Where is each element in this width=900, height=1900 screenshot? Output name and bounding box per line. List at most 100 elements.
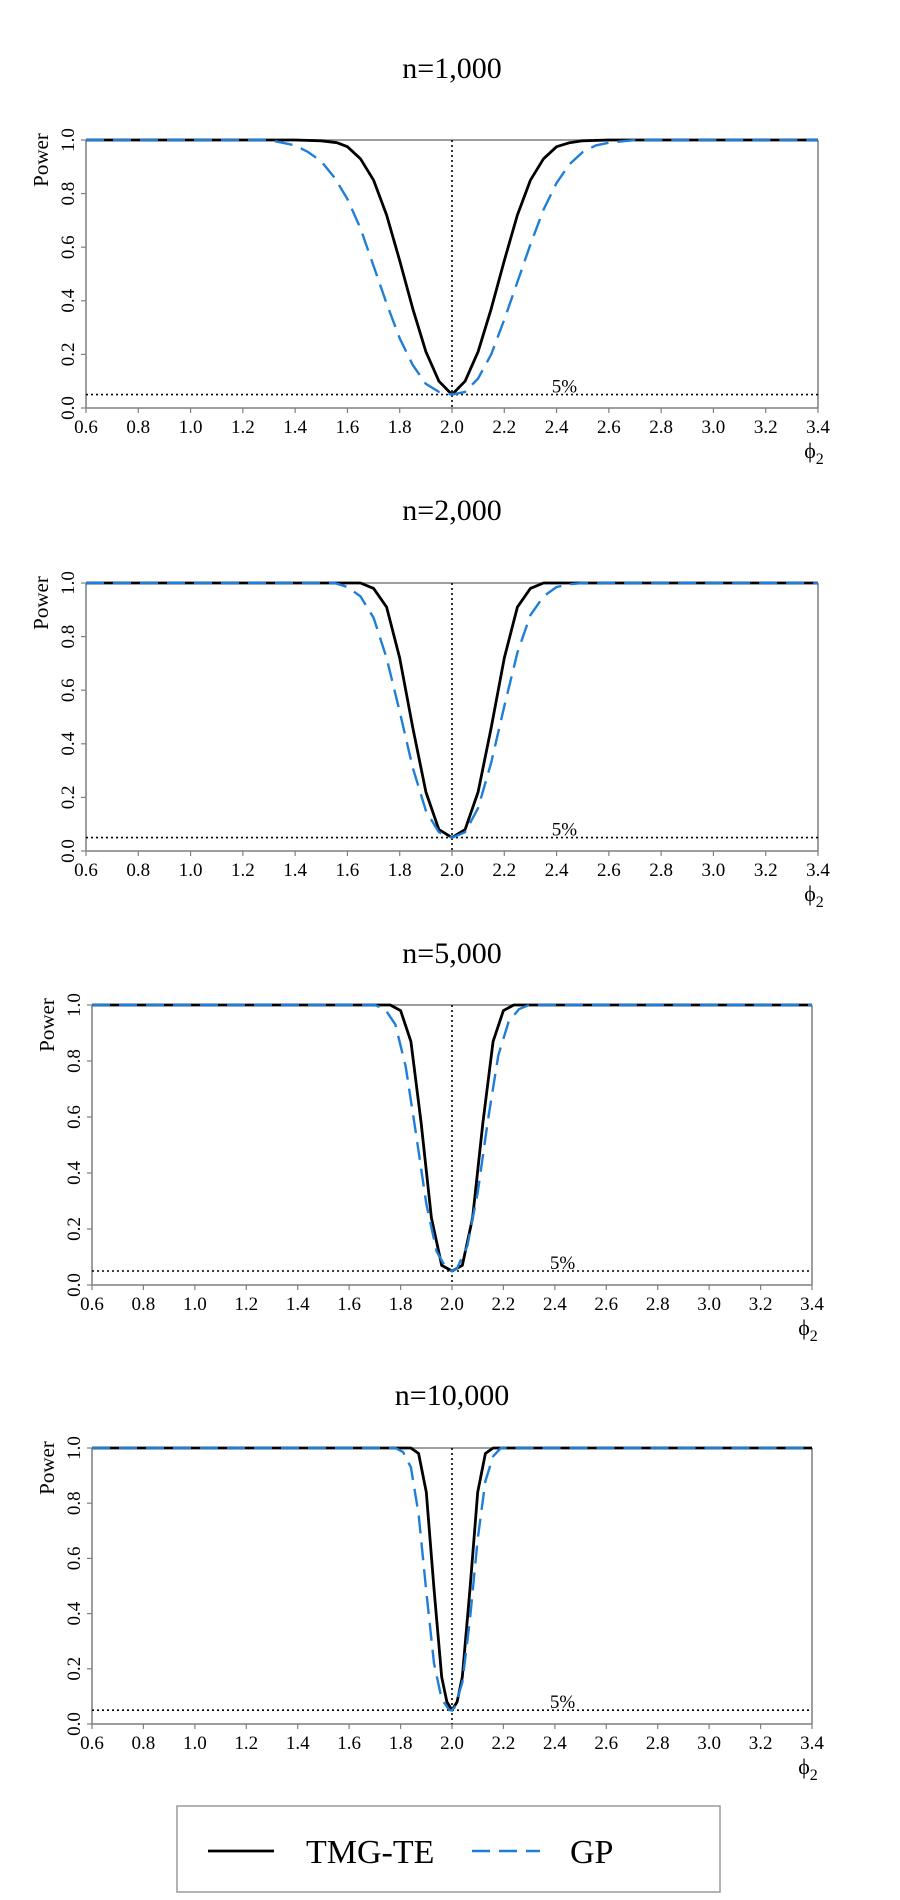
x-tick-label: 1.4 bbox=[286, 1294, 310, 1315]
x-tick-label: 1.6 bbox=[336, 860, 360, 881]
x-tick-label: 0.8 bbox=[126, 417, 150, 438]
x-tick-label: 0.8 bbox=[132, 1294, 156, 1315]
panel-title: n=10,000 bbox=[395, 1379, 509, 1412]
x-axis-title: ϕ2 bbox=[798, 1754, 818, 1784]
x-tick-label: 2.6 bbox=[594, 1294, 618, 1315]
x-tick-label: 3.4 bbox=[806, 417, 830, 438]
panel-1: n=1,000 0.6 0.8 1.0 1.2 1.4 1.6 1.8 2.0 2.2 2.4 2.6… bbox=[29, 52, 830, 468]
x-tick-label: 2.6 bbox=[597, 417, 621, 438]
x-tick-label: 1.8 bbox=[389, 1733, 413, 1754]
panel-2: n=2,000 0.6 0.8 1.0 1.2 1.4 1.6 1.8 2.0 2.2 2.4 2.6… bbox=[29, 494, 830, 911]
y-axis-title: Power bbox=[35, 998, 59, 1052]
x-tick-label: 1.2 bbox=[231, 860, 255, 881]
x-tick-label: 2.8 bbox=[646, 1294, 670, 1315]
reference-level-label: 5% bbox=[550, 1253, 576, 1274]
panel-title: n=1,000 bbox=[402, 52, 501, 85]
x-tick-label: 3.2 bbox=[754, 417, 778, 438]
x-tick-label: 2.0 bbox=[440, 1294, 464, 1315]
x-tick-label: 0.8 bbox=[126, 860, 150, 881]
x-tick-label: 2.6 bbox=[597, 860, 621, 881]
x-tick-label: 0.6 bbox=[80, 1733, 104, 1754]
x-tick-label: 1.8 bbox=[389, 1294, 413, 1315]
y-tick-label: 0.2 bbox=[64, 1657, 85, 1681]
x-tick-label: 2.0 bbox=[440, 860, 464, 881]
x-tick-label: 3.2 bbox=[754, 860, 778, 881]
x-tick-label: 1.2 bbox=[231, 417, 255, 438]
y-tick-label: 1.0 bbox=[58, 128, 79, 152]
panel-title: n=5,000 bbox=[402, 937, 501, 970]
x-tick-label: 1.4 bbox=[283, 860, 307, 881]
y-axis-title: Power bbox=[35, 1441, 59, 1495]
x-tick-label: 2.2 bbox=[492, 1733, 516, 1754]
series-line-gp bbox=[86, 138, 818, 396]
x-tick-label: 3.4 bbox=[800, 1733, 824, 1754]
y-tick-label: 0.4 bbox=[64, 1161, 85, 1185]
x-tick-label: 3.0 bbox=[702, 417, 726, 438]
reference-level-label: 5% bbox=[552, 820, 578, 841]
x-tick-label: 2.8 bbox=[649, 860, 673, 881]
y-tick-label: 0.0 bbox=[64, 1712, 85, 1736]
reference-level-label: 5% bbox=[552, 377, 578, 398]
x-tick-label: 0.6 bbox=[74, 860, 98, 881]
x-tick-label: 1.6 bbox=[337, 1733, 361, 1754]
x-tick-label: 1.8 bbox=[388, 417, 412, 438]
reference-level-label: 5% bbox=[550, 1692, 576, 1713]
x-tick-label: 3.4 bbox=[806, 860, 830, 881]
x-axis-title: ϕ2 bbox=[804, 438, 824, 468]
y-tick-label: 0.0 bbox=[58, 839, 79, 863]
x-tick-label: 2.8 bbox=[649, 417, 673, 438]
y-tick-label: 0.8 bbox=[58, 625, 79, 649]
y-tick-label: 0.0 bbox=[58, 396, 79, 420]
x-tick-label: 1.4 bbox=[286, 1733, 310, 1754]
x-axis-title: ϕ2 bbox=[798, 1315, 818, 1345]
x-tick-label: 1.4 bbox=[283, 417, 307, 438]
y-tick-label: 1.0 bbox=[58, 571, 79, 595]
x-tick-label: 2.2 bbox=[492, 417, 516, 438]
x-tick-label: 0.6 bbox=[74, 417, 98, 438]
y-tick-label: 0.8 bbox=[64, 1491, 85, 1515]
x-tick-label: 2.2 bbox=[492, 860, 516, 881]
x-tick-label: 3.2 bbox=[749, 1733, 773, 1754]
series-line-gp bbox=[86, 581, 818, 839]
y-tick-label: 0.4 bbox=[58, 288, 79, 312]
x-tick-label: 3.0 bbox=[697, 1733, 721, 1754]
x-tick-label: 2.6 bbox=[594, 1733, 618, 1754]
legend-label-tmg-te: TMG-TE bbox=[306, 1834, 434, 1871]
legend-label-gp: GP bbox=[570, 1834, 613, 1871]
x-tick-label: 0.8 bbox=[132, 1733, 156, 1754]
x-tick-label: 0.6 bbox=[80, 1294, 104, 1315]
panel-title: n=2,000 bbox=[402, 494, 501, 527]
legend-box bbox=[176, 1805, 721, 1893]
y-axis-title: Power bbox=[29, 576, 53, 630]
x-tick-label: 2.4 bbox=[543, 1733, 567, 1754]
x-tick-label: 1.0 bbox=[179, 417, 203, 438]
y-tick-label: 0.8 bbox=[64, 1049, 85, 1073]
y-tick-label: 0.6 bbox=[58, 235, 79, 259]
x-tick-label: 1.2 bbox=[234, 1733, 258, 1754]
x-tick-label: 1.0 bbox=[179, 860, 203, 881]
y-tick-label: 0.8 bbox=[58, 182, 79, 206]
x-tick-label: 1.8 bbox=[388, 860, 412, 881]
series-line-gp bbox=[92, 1446, 812, 1712]
y-tick-label: 1.0 bbox=[64, 993, 85, 1017]
x-tick-label: 3.0 bbox=[702, 860, 726, 881]
x-tick-label: 3.0 bbox=[697, 1294, 721, 1315]
x-tick-label: 3.2 bbox=[749, 1294, 773, 1315]
x-tick-label: 2.2 bbox=[492, 1294, 516, 1315]
y-tick-label: 0.2 bbox=[58, 343, 79, 367]
y-tick-label: 1.0 bbox=[64, 1436, 85, 1460]
x-tick-label: 2.8 bbox=[646, 1733, 670, 1754]
x-tick-label: 1.6 bbox=[336, 417, 360, 438]
x-tick-label: 2.4 bbox=[545, 417, 569, 438]
x-tick-label: 1.0 bbox=[183, 1733, 207, 1754]
y-axis-title: Power bbox=[29, 133, 53, 187]
x-tick-label: 2.0 bbox=[440, 417, 464, 438]
y-tick-label: 0.0 bbox=[64, 1273, 85, 1297]
x-tick-label: 1.6 bbox=[337, 1294, 361, 1315]
x-tick-label: 1.2 bbox=[234, 1294, 258, 1315]
y-tick-label: 0.2 bbox=[58, 786, 79, 810]
legend: TMG-TE GP bbox=[176, 1805, 721, 1893]
x-axis-title: ϕ2 bbox=[804, 881, 824, 911]
x-tick-label: 3.4 bbox=[800, 1294, 824, 1315]
